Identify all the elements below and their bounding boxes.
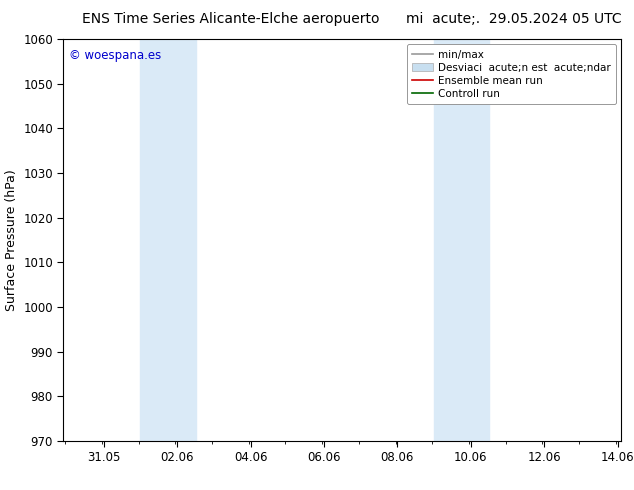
Legend: min/max, Desviaci  acute;n est  acute;ndar, Ensemble mean run, Controll run: min/max, Desviaci acute;n est acute;ndar… — [407, 45, 616, 104]
Bar — [434, 39, 489, 441]
Y-axis label: Surface Pressure (hPa): Surface Pressure (hPa) — [4, 169, 18, 311]
Text: mi  acute;.  29.05.2024 05 UTC: mi acute;. 29.05.2024 05 UTC — [406, 12, 621, 26]
Bar — [141, 39, 195, 441]
Text: ENS Time Series Alicante-Elche aeropuerto: ENS Time Series Alicante-Elche aeropuert… — [82, 12, 380, 26]
Text: © woespana.es: © woespana.es — [69, 49, 161, 62]
